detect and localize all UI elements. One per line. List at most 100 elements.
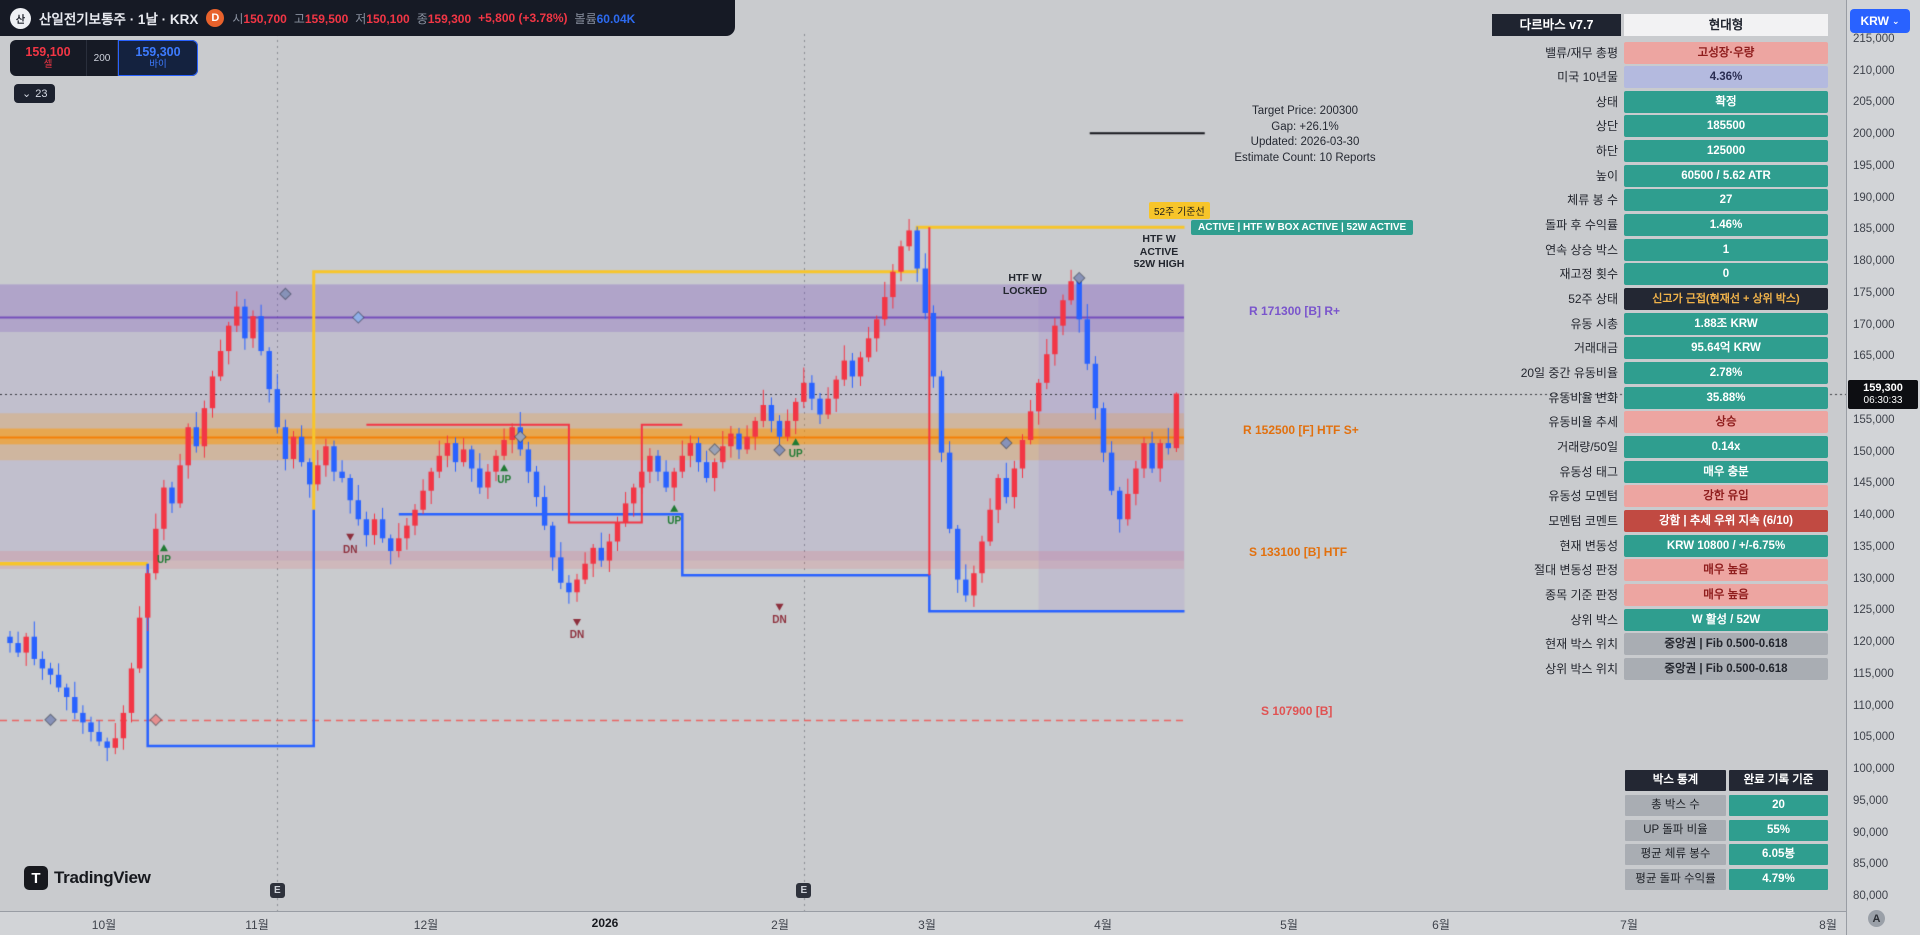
- panel-row-label: 상단: [1595, 119, 1618, 134]
- panel-row-label: 높이: [1595, 168, 1618, 183]
- buy-button[interactable]: 159,300 바이: [118, 40, 198, 76]
- price-level-label: R 152500 [F] HTF S+: [1243, 423, 1359, 437]
- panel-row-label: 모멘텀 코멘트: [1548, 514, 1618, 529]
- target-price-line1: Target Price: 200300: [1251, 105, 1359, 117]
- price-axis-label: 85,000: [1853, 858, 1889, 871]
- buy-price: 159,300: [135, 45, 181, 59]
- price-axis-label: 185,000: [1853, 223, 1895, 236]
- tradingview-mark-icon: T: [24, 866, 48, 890]
- high-value: 159,500: [304, 11, 349, 26]
- chevron-down-icon: ⌄: [1891, 15, 1900, 26]
- tradingview-logo-text: TradingView: [54, 868, 151, 887]
- volume-value: 60.04K: [596, 11, 636, 26]
- open-value: 150,700: [243, 11, 287, 26]
- current-price-tag: 159,300 06:30:33: [1848, 380, 1918, 409]
- buy-label: 바이: [149, 59, 167, 70]
- earnings-marker[interactable]: E: [796, 883, 812, 898]
- target-price-block: Target Price: 200300 Gap: +26.1% Updated…: [1210, 104, 1400, 166]
- stats-row-label: 평균 체류 봉수: [1625, 844, 1726, 866]
- panel-row-label: 상위 박스 위치: [1545, 662, 1618, 676]
- panel-row-label: 체류 봉 수: [1567, 193, 1618, 208]
- current-price: 159,300: [1863, 382, 1903, 394]
- price-axis-label: 130,000: [1853, 572, 1895, 585]
- panel-row-value: 매우 충분: [1624, 460, 1828, 483]
- panel-row-value: 0.14x: [1624, 436, 1828, 459]
- panel-row-value: 2.78%: [1624, 362, 1828, 385]
- auto-scale-button[interactable]: A: [1868, 910, 1885, 927]
- panel-row-label: 유동성 모멘텀: [1548, 489, 1618, 504]
- htf-locked-line1: HTF W: [1008, 272, 1042, 284]
- price-axis-label: 200,000: [1853, 128, 1895, 141]
- target-price-line2: Gap: +26.1%: [1271, 120, 1339, 133]
- panel-row-label: 현재 변동성: [1559, 538, 1618, 553]
- price-level-label: R 171300 [B] R+: [1249, 304, 1341, 318]
- price-axis-label: 215,000: [1853, 33, 1895, 45]
- chart-canvas[interactable]: [0, 0, 1846, 911]
- price-axis-label: 115,000: [1853, 667, 1894, 680]
- htf-active-line2: ACTIVE: [1139, 245, 1179, 258]
- panel-row-label: 거래대금: [1573, 341, 1618, 356]
- close-value: 159,300: [427, 11, 472, 26]
- panel-row-value: 중앙권 | Fib 0.500-0.618: [1624, 658, 1828, 680]
- object-tree-pill[interactable]: ⌄ 23: [14, 84, 56, 103]
- sell-price: 159,100: [25, 45, 71, 59]
- panel-row-label: 재고정 횟수: [1559, 267, 1618, 282]
- price-axis-label: 155,000: [1853, 413, 1895, 426]
- htf-active-line3: 52W HIGH: [1133, 258, 1185, 270]
- currency-label: KRW: [1860, 14, 1889, 28]
- earnings-marker[interactable]: E: [269, 883, 285, 898]
- open-label: 시: [232, 11, 244, 26]
- panel-row-label: 현재 박스 위치: [1545, 637, 1618, 652]
- price-axis-label: 80,000: [1853, 889, 1889, 902]
- price-axis-label: 165,000: [1853, 350, 1895, 363]
- stats-row-label: 평균 돌파 수익률: [1625, 868, 1726, 890]
- price-axis[interactable]: KRW ⌄ 159,300 06:30:33 215,000 210,000 205…: [1846, 0, 1920, 935]
- panel-row-label: 20일 중간 유동비율: [1520, 366, 1618, 381]
- price-axis-label: 120,000: [1853, 636, 1895, 649]
- panel-row-label: 하단: [1595, 144, 1618, 159]
- price-axis-label: 175,000: [1853, 286, 1895, 299]
- panel-row-label: 미국 10년물: [1557, 70, 1618, 85]
- panel-row-value: 0: [1624, 263, 1828, 286]
- panel-row-label: 상태: [1595, 94, 1618, 109]
- time-axis[interactable]: 10월 11월 12월 2026 2월 3월 4월 5월 6월 7월 8월: [0, 911, 1846, 935]
- panel-row-value: 1: [1624, 238, 1828, 261]
- panel-row-value: 강한 유입: [1624, 485, 1828, 508]
- sell-button[interactable]: 159,100 셀: [10, 40, 86, 76]
- stats-row-value: 20: [1729, 795, 1828, 816]
- timeframe-badge[interactable]: D: [206, 9, 225, 27]
- panel-row-value: 95.64억 KRW: [1624, 337, 1828, 360]
- time-axis-label: 5월: [1280, 918, 1298, 932]
- htf-locked-line2: LOCKED: [1002, 284, 1048, 297]
- panel-row-value: 1.46%: [1624, 214, 1828, 237]
- symbol-title: 산일전기보통주 · 1날 · KRX: [39, 12, 199, 27]
- high-label: 고: [293, 11, 305, 26]
- price-axis-label: 195,000: [1853, 159, 1895, 172]
- price-axis-label: 180,000: [1853, 255, 1895, 268]
- panel-row-value: 185500: [1624, 115, 1828, 138]
- ohlc-readout: 시150,700 고159,500 저150,100 종159,300 +5,8…: [232, 10, 635, 27]
- price-axis-label: 190,000: [1853, 191, 1895, 204]
- tradingview-logo[interactable]: T TradingView: [24, 866, 151, 890]
- stats-row-value: 55%: [1729, 819, 1828, 841]
- symbol-legend-bar: 산 산일전기보통주 · 1날 · KRX D 시150,700 고159,500…: [0, 0, 735, 36]
- price-axis-label: 90,000: [1853, 826, 1889, 839]
- panel-row-label: 종목 기준 판정: [1545, 588, 1618, 603]
- price-axis-label: 145,000: [1853, 477, 1895, 490]
- currency-button[interactable]: KRW ⌄: [1850, 9, 1910, 33]
- price-axis-label: 140,000: [1853, 509, 1895, 522]
- time-axis-label: 6월: [1432, 918, 1450, 932]
- target-price-line4: Estimate Count: 10 Reports: [1234, 151, 1376, 164]
- active-status-badge: ACTIVE | HTF W BOX ACTIVE | 52W ACTIVE: [1191, 220, 1414, 235]
- panel-row-label: 유동성 태그: [1559, 464, 1618, 479]
- price-axis-label: 100,000: [1853, 763, 1895, 776]
- sell-label: 셀: [43, 59, 53, 70]
- stats-row-value: 4.79%: [1729, 868, 1828, 890]
- panel-row-label: 52주 상태: [1568, 292, 1618, 307]
- time-axis-label: 2026: [591, 916, 619, 930]
- time-axis-label: 7월: [1620, 918, 1638, 932]
- panel-row-value: 4.36%: [1624, 66, 1828, 89]
- price-axis-label: 95,000: [1853, 794, 1889, 807]
- panel-row-value: 신고가 근접(현재선 + 상위 박스): [1624, 288, 1828, 311]
- panel-row-value: 상승: [1624, 411, 1828, 434]
